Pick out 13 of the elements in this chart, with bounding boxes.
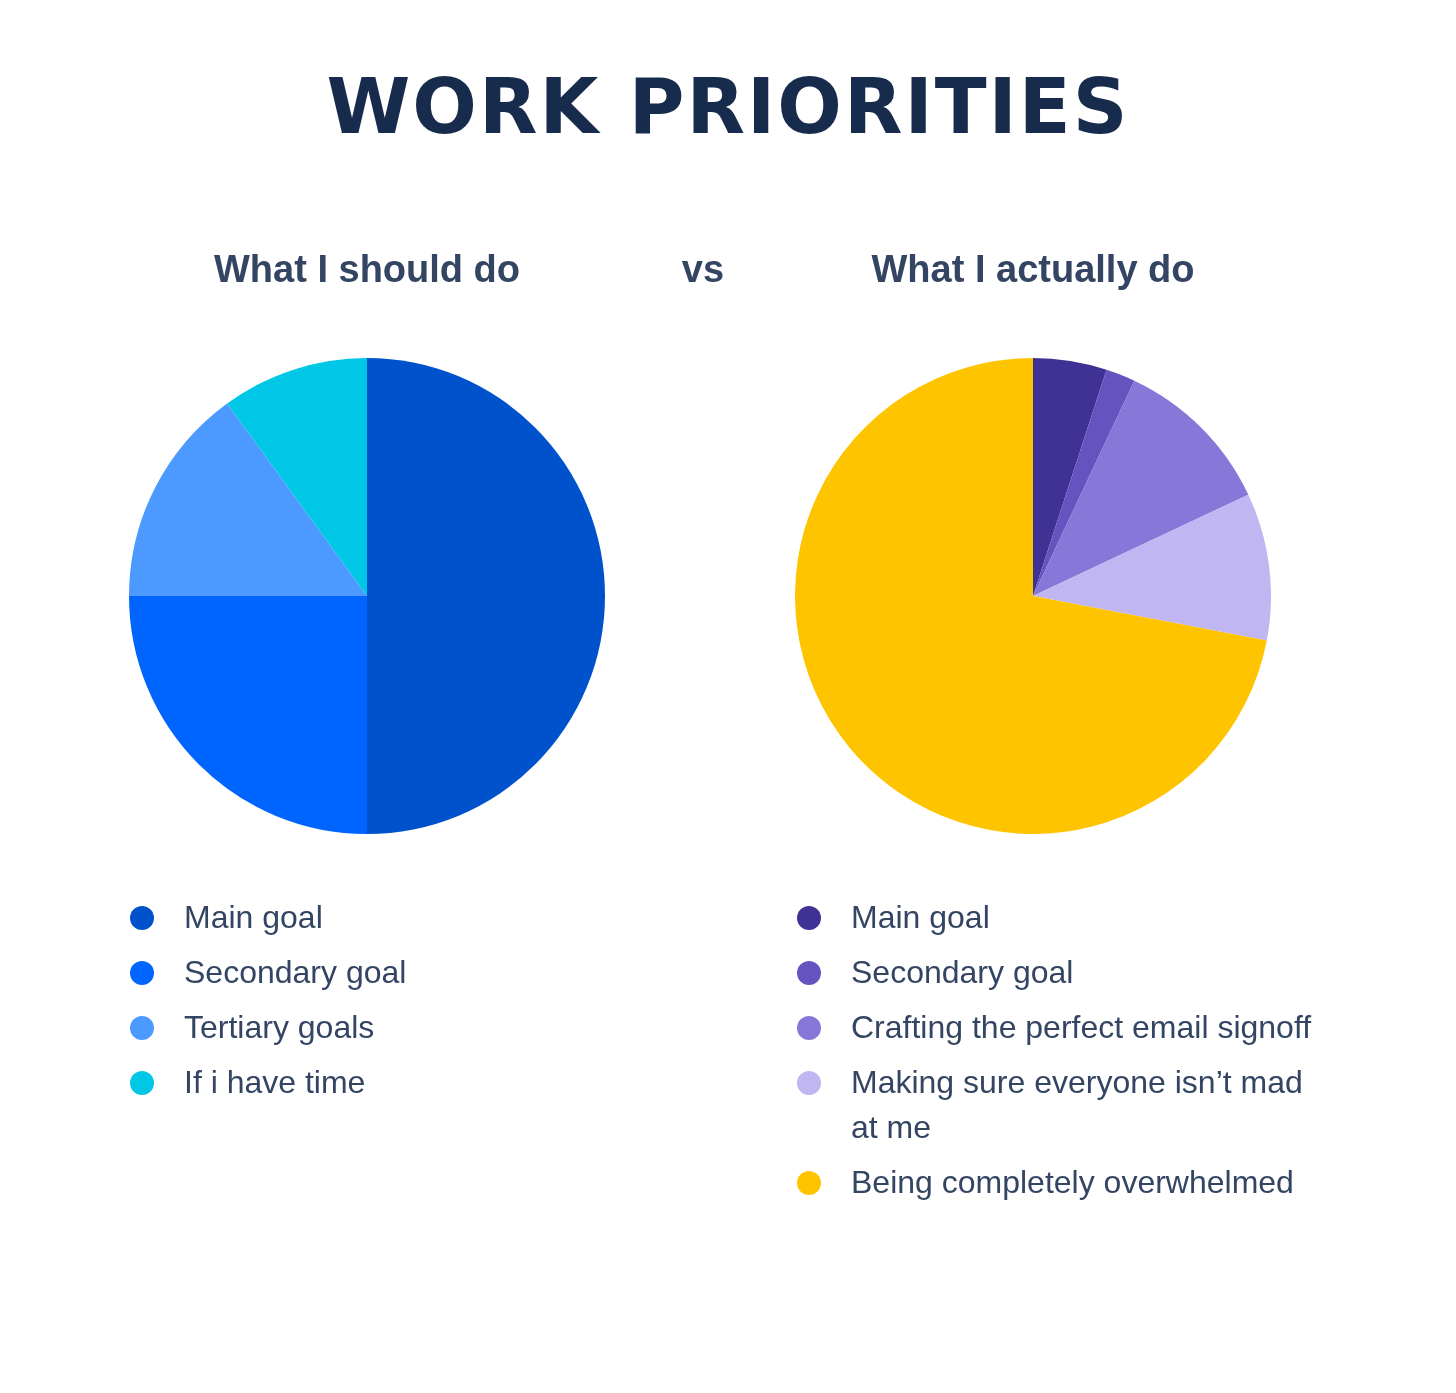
legend-label: If i have time [184,1063,367,1102]
text: vs [680,248,726,291]
legend-label: Main goal [184,898,324,937]
legend-label: Crafting the perfect email signoff [851,1008,1313,1047]
legend-label: Tertiary goals [184,1008,376,1047]
legend-label: Making sure everyone isn’t mad at me [851,1063,1304,1147]
chart-title: WORK PRIORITIES [325,62,1131,151]
legend-label: Main goal [851,898,991,937]
legend-label: Secondary goal [851,953,1075,992]
legend-label: Secondary goal [184,953,408,992]
legend-label: Being completely overwhelmed [851,1163,1295,1202]
chart-subtitle: What I should do [212,248,522,291]
chart-subtitle: What I actually do [870,248,1196,291]
